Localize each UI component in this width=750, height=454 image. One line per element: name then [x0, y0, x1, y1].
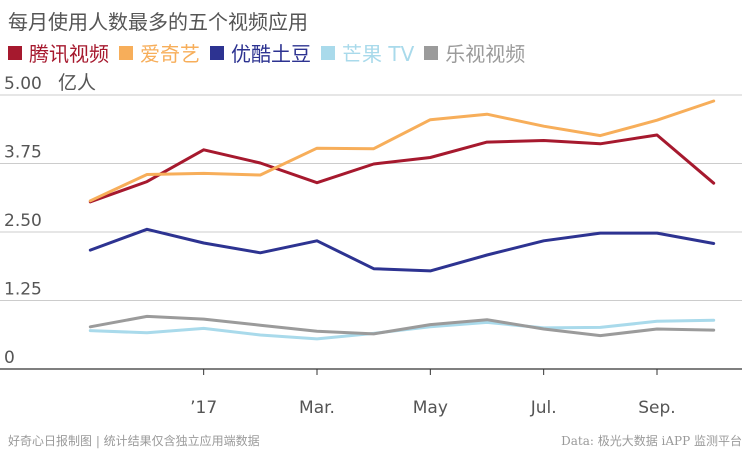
- y-tick-label: 2.50: [4, 211, 42, 231]
- x-tick-label: ’17: [190, 398, 217, 418]
- legend: 腾讯视频 爱奇艺 优酷土豆 芒果 TV 乐视视频: [8, 38, 525, 67]
- y-axis-unit-label: 亿人: [58, 72, 96, 94]
- legend-item-youku: 优酷土豆: [210, 38, 311, 67]
- y-tick-label: 0: [4, 348, 15, 368]
- y-tick-label: 3.75: [4, 143, 42, 163]
- y-tick-label: 5.00: [4, 74, 42, 94]
- legend-item-iqiyi: 爱奇艺: [119, 38, 200, 67]
- footer-credit: 好奇心日报制图 | 统计结果仅含独立应用端数据: [8, 434, 260, 448]
- legend-label: 乐视视频: [445, 42, 526, 66]
- legend-swatch: [210, 45, 224, 60]
- legend-swatch: [424, 45, 439, 60]
- legend-item-letv: 乐视视频: [424, 38, 525, 67]
- series-line-tencent: [88, 133, 716, 204]
- x-tick-label: May: [413, 398, 448, 418]
- series-line-iqiyi: [88, 99, 716, 203]
- series-line-letv: [88, 314, 716, 338]
- legend-item-mango: 芒果 TV: [321, 38, 414, 67]
- x-tick-label: Jul.: [530, 398, 557, 418]
- legend-label: 爱奇艺: [140, 42, 200, 66]
- legend-label: 优酷土豆: [231, 42, 311, 66]
- series-line-youku: [88, 227, 716, 273]
- legend-swatch: [8, 45, 22, 60]
- x-tick-label: Sep.: [638, 398, 675, 418]
- chart-title: 每月使用人数最多的五个视频应用: [8, 10, 308, 34]
- footer-source: Data: 极光大数据 iAPP 监测平台: [561, 434, 742, 448]
- y-tick-label: 1.25: [4, 280, 42, 300]
- legend-item-tencent: 腾讯视频: [8, 38, 109, 67]
- legend-swatch: [321, 45, 335, 60]
- legend-label: 芒果 TV: [342, 42, 415, 66]
- x-tick-label: Mar.: [299, 398, 335, 418]
- legend-swatch: [119, 45, 133, 60]
- legend-label: 腾讯视频: [29, 42, 109, 66]
